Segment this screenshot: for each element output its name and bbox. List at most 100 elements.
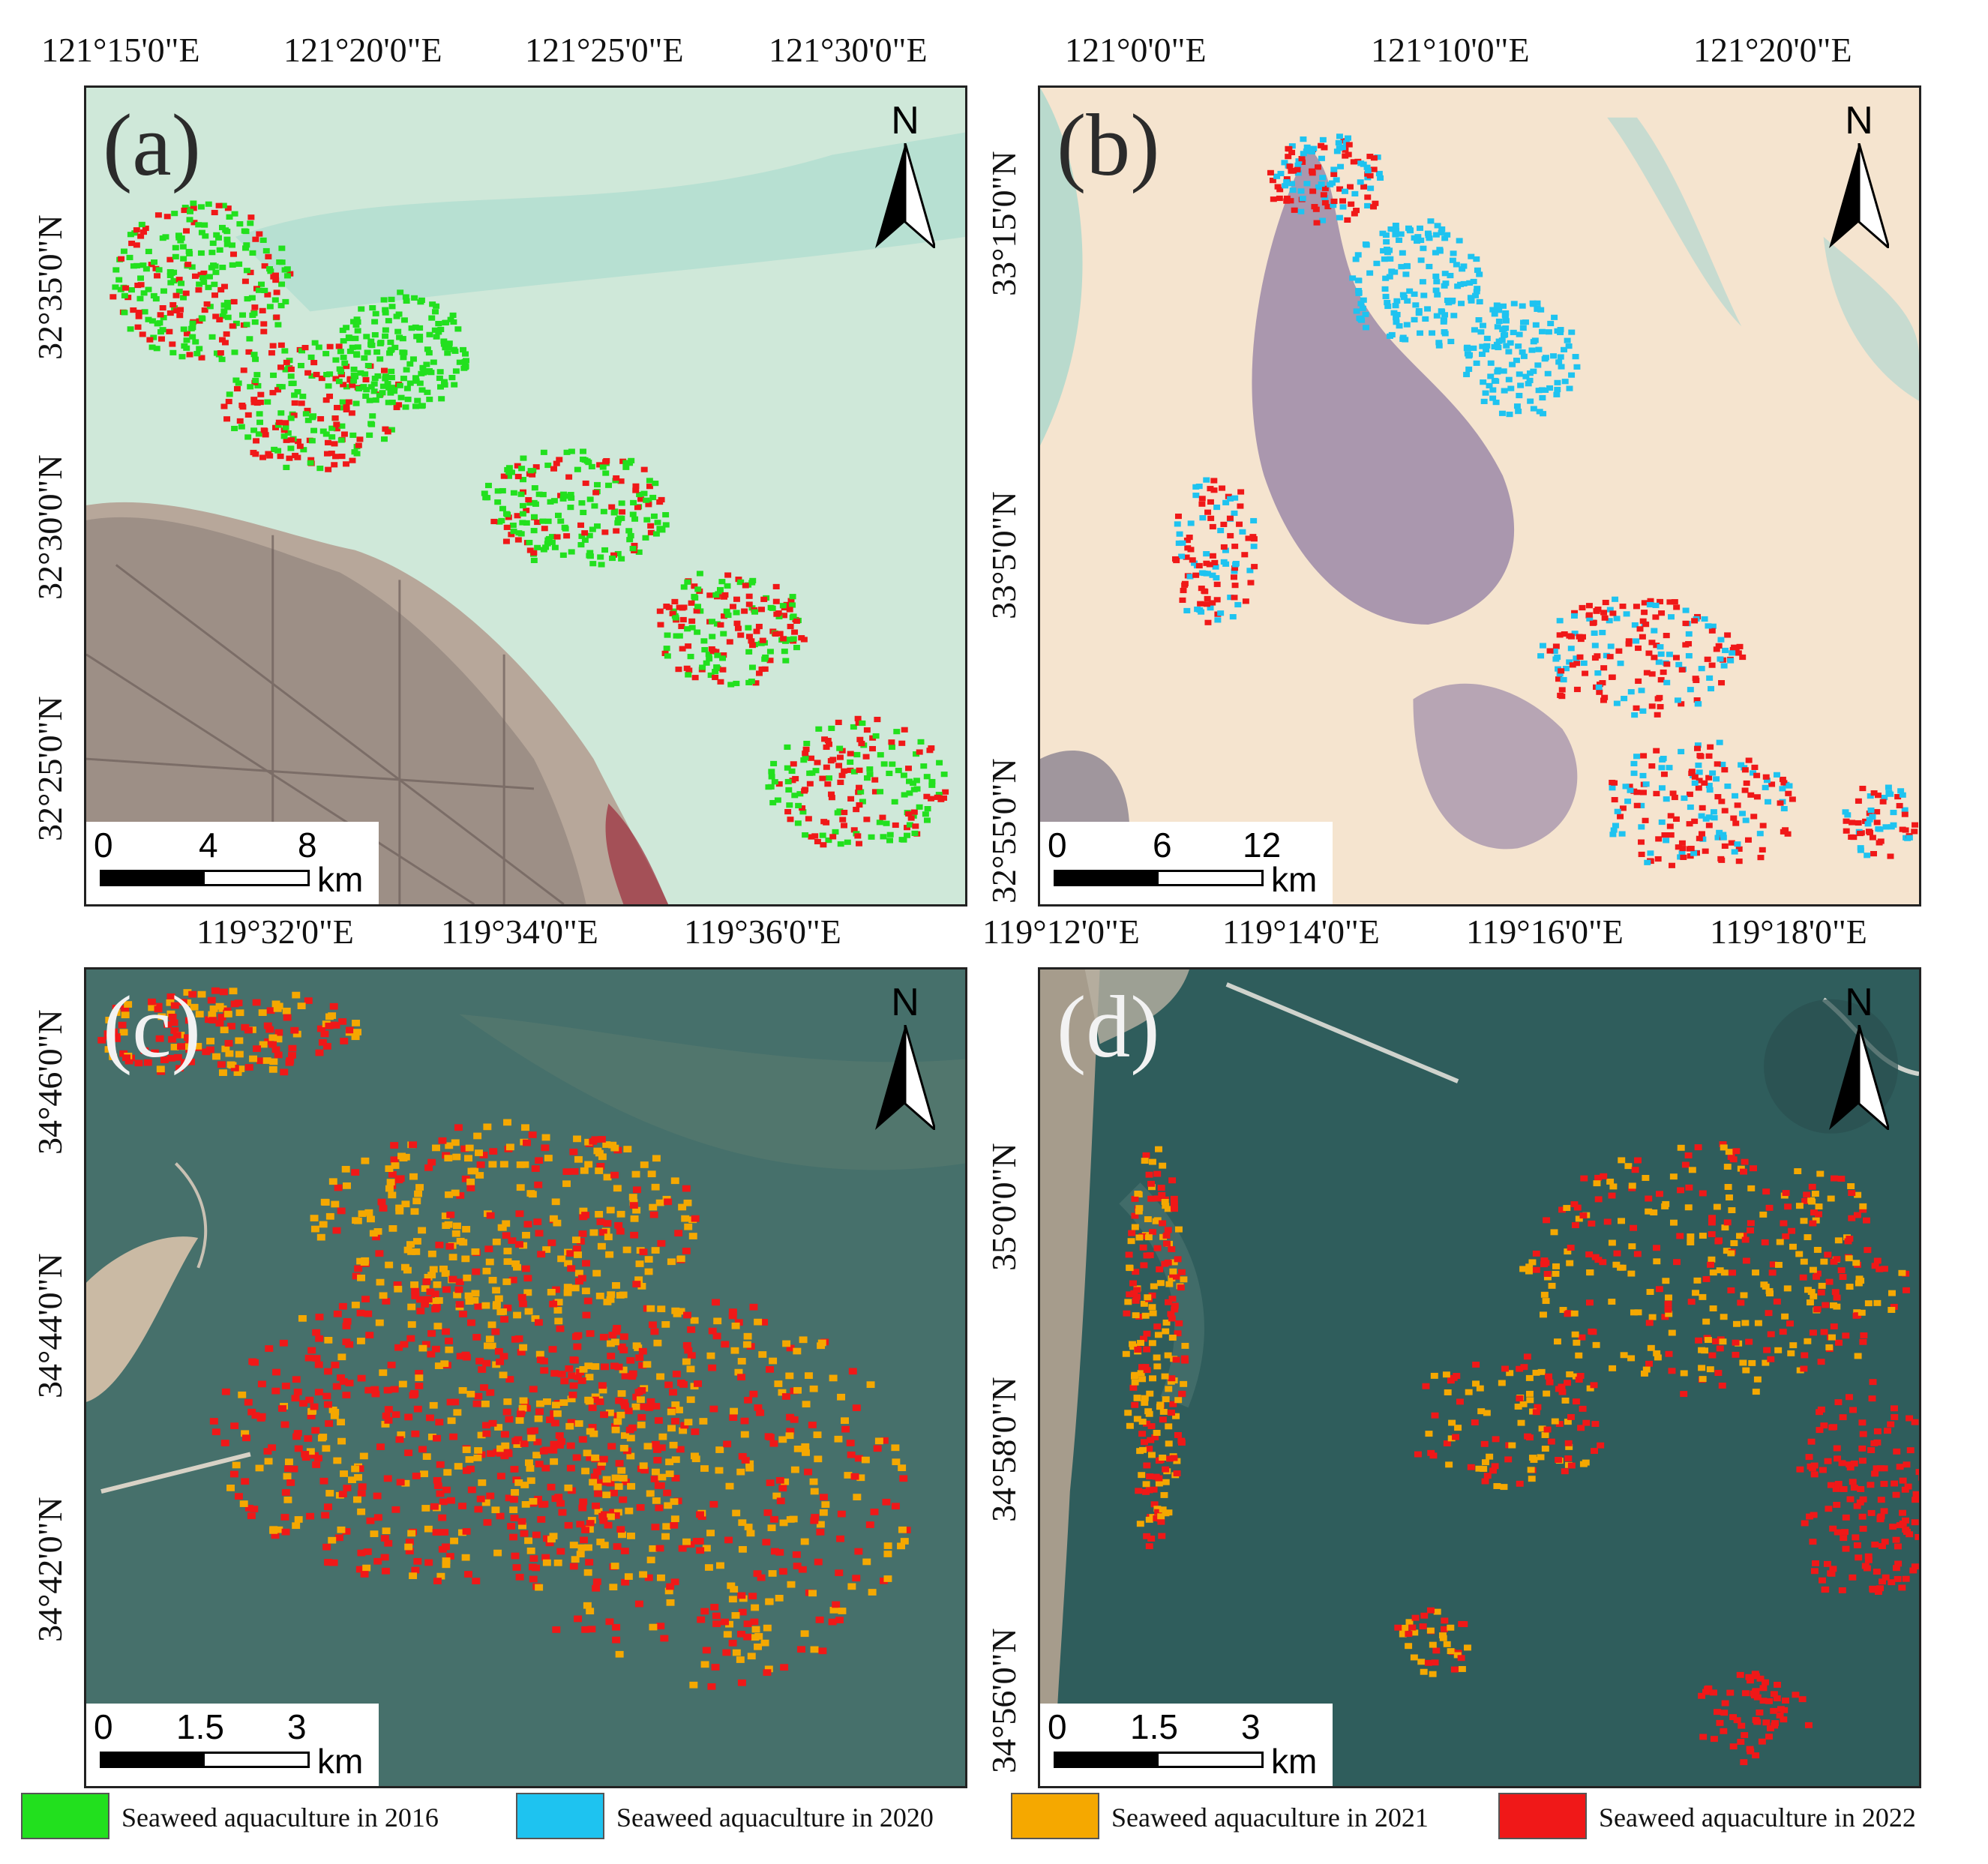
aquaculture-patch [400,376,407,382]
aquaculture-patch [541,526,548,532]
aquaculture-patch [1714,761,1721,767]
aquaculture-patch [1483,343,1491,349]
aquaculture-patch [565,474,573,480]
aquaculture-patch [311,1427,320,1434]
aquaculture-patch [163,1021,172,1028]
aquaculture-patch [271,446,278,453]
aquaculture-patch [305,1396,314,1404]
aquaculture-patch [431,1305,440,1313]
aquaculture-patch [689,1681,698,1689]
aquaculture-patch [1141,1395,1149,1401]
aquaculture-patch [859,799,866,805]
aquaculture-patch [780,1664,789,1671]
aquaculture-patch [1638,839,1645,845]
aquaculture-patch [1165,1423,1173,1430]
aquaculture-patch [1705,753,1713,759]
aquaculture-patch [610,1489,618,1497]
aquaculture-patch [443,1469,452,1476]
aquaculture-patch [748,643,756,649]
aquaculture-patch [148,318,156,324]
aquaculture-patch [1366,154,1374,160]
aquaculture-patch [1454,1425,1462,1431]
aquaculture-patch [483,1519,492,1526]
aquaculture-patch [1494,369,1501,375]
aquaculture-patch [1824,1251,1832,1258]
aquaculture-patch [552,1286,560,1293]
aquaculture-patch [573,1245,582,1252]
satellite-image-a [86,88,965,904]
aquaculture-patch [1505,349,1513,355]
aquaculture-patch [457,1529,466,1536]
aquaculture-patch [1687,1239,1695,1245]
aquaculture-patch [135,313,142,319]
legend-label: Seaweed aquaculture in 2020 [616,1803,934,1833]
aquaculture-patch [877,789,884,795]
aquaculture-patch [502,1220,511,1227]
aquaculture-patch [1708,1352,1717,1359]
aquaculture-patch [1406,288,1414,294]
aquaculture-patch [1532,1266,1540,1273]
aquaculture-patch [517,1518,526,1525]
aquaculture-patch [610,1171,619,1179]
aquaculture-patch [413,1557,422,1565]
aquaculture-patch [1893,1448,1901,1455]
aquaculture-patch [104,1046,113,1053]
aquaculture-patch [1634,1309,1642,1316]
aquaculture-patch [1825,1506,1833,1512]
aquaculture-patch [168,1035,177,1043]
aquaculture-patch [1384,303,1392,310]
aquaculture-patch [1177,1440,1186,1446]
aquaculture-patch [1609,1365,1617,1371]
aquaculture-patch [1441,271,1449,277]
aquaculture-patch [1806,1299,1814,1306]
aquaculture-patch [1489,395,1497,401]
aquaculture-patch [796,791,804,797]
aquaculture-patch [1859,1525,1867,1532]
aquaculture-patch [366,432,373,438]
aquaculture-patch [1392,303,1399,309]
aquaculture-patch [198,355,205,361]
lon-tick: 119°32'0"E [196,913,354,951]
aquaculture-patch [219,264,226,271]
aquaculture-patch [1738,1722,1746,1729]
aquaculture-patch [453,1291,462,1299]
aquaculture-patch [1815,1211,1822,1218]
aquaculture-patch [1516,1365,1524,1372]
aquaculture-patch [1867,793,1874,799]
aquaculture-patch [616,1227,625,1235]
aquaculture-patch [1594,1174,1603,1181]
aquaculture-patch [380,436,388,442]
aquaculture-patch [720,652,727,658]
aquaculture-patch [1473,256,1480,262]
aquaculture-patch [1510,329,1517,335]
aquaculture-patch [304,1435,313,1442]
aquaculture-patch [732,1649,741,1656]
aquaculture-patch [404,1543,413,1551]
aquaculture-patch [277,410,285,416]
aquaculture-patch [1664,1300,1672,1307]
aquaculture-patch [1438,229,1445,235]
aquaculture-patch [835,1569,844,1577]
aquaculture-patch [793,1563,802,1569]
aquaculture-patch [220,1440,229,1446]
aquaculture-patch [651,1524,660,1530]
aquaculture-patch [1345,151,1352,157]
aquaculture-patch [438,1137,447,1144]
aquaculture-patch [1515,343,1522,349]
aquaculture-patch [541,1144,550,1152]
aquaculture-patch [422,1278,431,1285]
aquaculture-patch [1641,600,1648,606]
aquaculture-patch [1864,1557,1873,1563]
aquaculture-patch [1439,1635,1447,1641]
aquaculture-patch [157,312,164,318]
aquaculture-patch [465,1456,474,1463]
aquaculture-patch [725,1620,733,1628]
aquaculture-patch [1142,1420,1150,1427]
aquaculture-patch [1901,1486,1909,1493]
aquaculture-patch [858,741,865,747]
aquaculture-patch [1173,1458,1181,1464]
aquaculture-patch [249,250,256,256]
aquaculture-patch [340,1038,349,1044]
aquaculture-patch [617,1531,626,1539]
aquaculture-patch [606,1340,615,1347]
